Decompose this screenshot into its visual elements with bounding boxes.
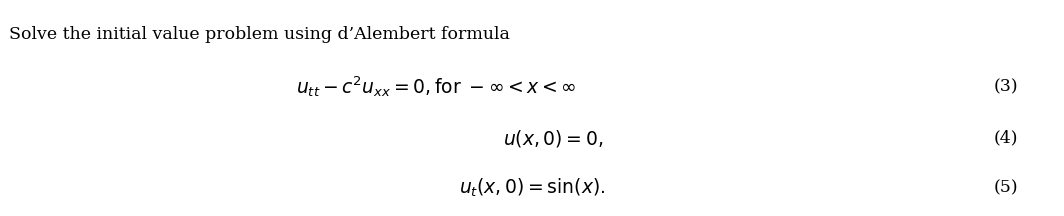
Text: $u_{tt} - c^2u_{xx} = 0, \mathrm{for}\; -\infty < x < \infty$: $u_{tt} - c^2u_{xx} = 0, \mathrm{for}\; … [296,74,577,99]
Text: Solve the initial value problem using d’Alembert formula: Solve the initial value problem using d’… [9,26,510,43]
Text: $u_t(x,0) = \sin(x).$: $u_t(x,0) = \sin(x).$ [459,177,605,199]
Text: (5): (5) [993,179,1018,196]
Text: (4): (4) [993,130,1018,147]
Text: (3): (3) [993,78,1018,95]
Text: $u(x,0) = 0,$: $u(x,0) = 0,$ [503,128,603,149]
